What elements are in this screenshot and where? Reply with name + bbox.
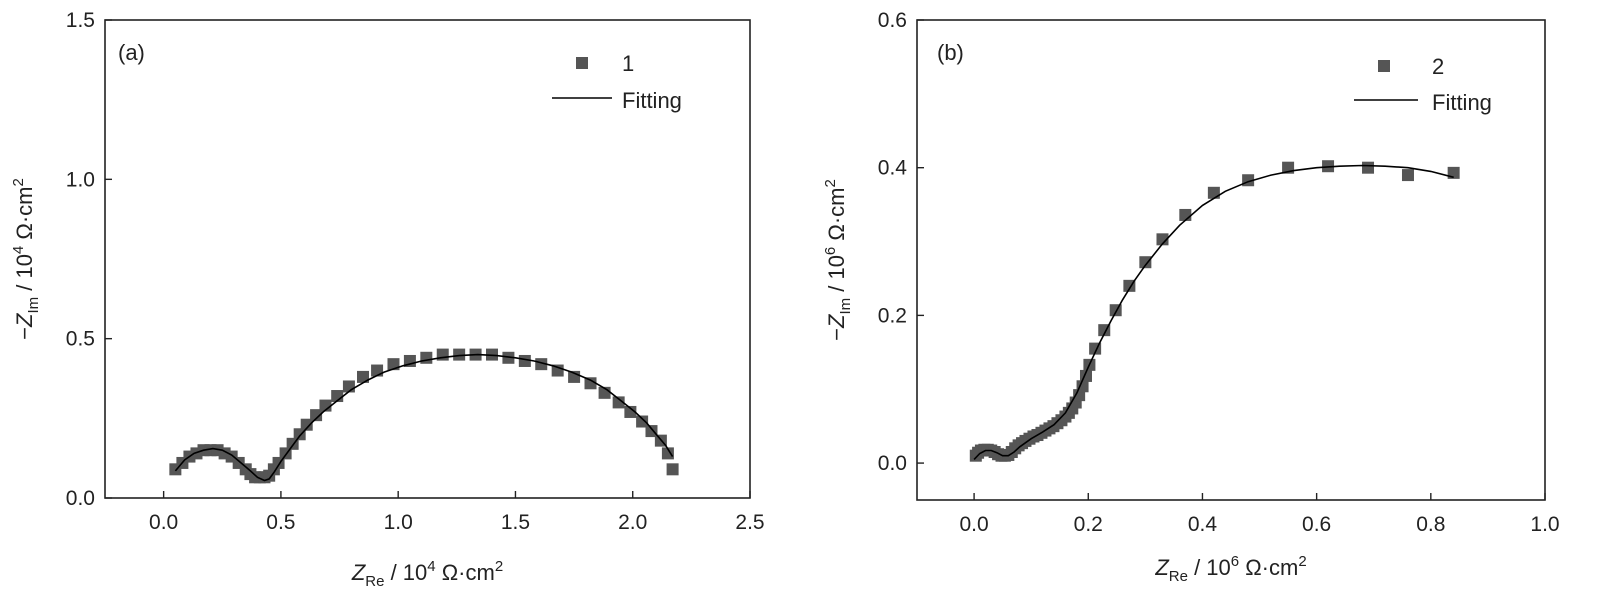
panel-b-x-axis-title-unit-prefix: / 10	[1188, 555, 1231, 580]
panel-a-legend-label-data: 1	[622, 51, 634, 76]
panel-a-x-axis-title-symbol: Z	[351, 560, 367, 585]
panel-a-x-axis-title-unit-exponent: 2	[495, 558, 503, 575]
panel-a-data-point	[420, 351, 433, 364]
panel-a-x-tick-label: 1.5	[501, 511, 530, 534]
panel-b-legend-label-data: 2	[1432, 54, 1444, 79]
panel-b-data-point	[1401, 169, 1414, 182]
panel-a-y-tick-label: 0.0	[66, 487, 95, 510]
panel-a-legend: 1 Fitting	[552, 51, 682, 113]
panel-a-x-tick-label: 0.0	[149, 511, 178, 534]
panel-a-legend-label-fitting: Fitting	[622, 88, 682, 113]
panel-b-x-tick-label: 0.2	[1074, 513, 1103, 536]
panel-a-x-tick-label: 1.0	[384, 511, 413, 534]
panel-a-x-tick-label: 2.5	[735, 511, 764, 534]
panel-b-y-tick-label: 0.6	[878, 9, 907, 32]
panel-a-y-axis-title-unit-exponent: 2	[10, 178, 27, 186]
panel-b-legend: 2 Fitting	[1354, 54, 1492, 115]
panel-a-x-axis-title-unit: Ω·cm	[436, 560, 495, 585]
panel-a-data-point	[453, 348, 466, 361]
panel-b-x-axis-title-symbol: Z	[1154, 555, 1170, 580]
panel-b-y-axis-title-unit-exponent: 2	[822, 179, 839, 187]
panel-a-y-axis-title-prefix: −	[12, 327, 37, 340]
panel-b-x-tick-label: 0.8	[1416, 513, 1445, 536]
panel-a-y-axis-title-subscript: Im	[25, 297, 42, 314]
panel-b-y-axis-title-symbol: Z	[824, 313, 849, 329]
panel-a-data-point	[551, 364, 564, 377]
panel-b-y-tick-label: 0.0	[878, 452, 907, 475]
panel-a-y-axis-title-unit-prefix: / 10	[12, 254, 37, 297]
panel-a-data-point	[661, 447, 674, 460]
panel-b-data-point	[1362, 161, 1375, 174]
panel-a-x-axis-title-exponent: 4	[427, 558, 435, 575]
panel-b-x-axis-title-subscript: Re	[1169, 568, 1188, 585]
panel-a-x-axis-title-subscript: Re	[365, 573, 384, 590]
panel-b-fitting-line	[973, 164, 1454, 460]
panel-b-y-axis-title-unit-prefix: / 10	[824, 255, 849, 298]
panel-b-x-axis-title-exponent: 6	[1231, 553, 1239, 570]
panel-a-y-tick-label: 0.5	[66, 328, 95, 351]
panel-b-data-point	[1139, 256, 1152, 269]
panel-a-chart: 0.0 0.5 1.0 1.5 2.0 2.5 0.0 0.5 1.0 1.5 (a) 1 Fittin…	[10, 9, 765, 590]
panel-b-x-tick-label: 1.0	[1530, 513, 1559, 536]
panel-b-y-tick-label: 0.2	[878, 304, 907, 327]
panel-b-y-tick-label: 0.4	[878, 157, 908, 180]
panel-a-data-point	[310, 409, 323, 422]
panel-a-x-axis-title: ZRe / 104 Ω·cm2	[351, 558, 503, 590]
panel-a-y-axis-title: −ZIm / 104 Ω·cm2	[10, 178, 42, 340]
panel-b-x-axis-title: ZRe / 106 Ω·cm2	[1154, 553, 1306, 585]
panel-b-x-axis-title-unit-exponent: 2	[1298, 553, 1306, 570]
panel-a-legend-marker	[576, 57, 588, 69]
panel-a-data-point	[293, 428, 306, 441]
panel-a-data-point	[535, 358, 548, 371]
panel-b-plot-frame	[916, 19, 1546, 501]
panel-b-data-point	[1076, 380, 1089, 393]
panel-a-data-point	[636, 415, 649, 428]
panel-b-legend-label-fitting: Fitting	[1432, 90, 1492, 115]
panel-a-data-point	[502, 351, 515, 364]
panel-a-x-tick-label: 0.5	[266, 511, 295, 534]
panel-b-y-axis-title-unit: Ω·cm	[824, 187, 849, 246]
panel-b-y-axis-title-exponent: 6	[822, 247, 839, 255]
panel-a-data-point	[666, 463, 679, 476]
panel-a-data-point	[584, 377, 597, 390]
panel-b-y-axis-title-prefix: −	[824, 328, 849, 341]
panel-b-x-axis-title-unit: Ω·cm	[1239, 555, 1298, 580]
panel-a-fitting-line	[174, 353, 674, 482]
panel-a-panel-label: (a)	[118, 40, 145, 65]
panel-b-chart: 0.0 0.2 0.4 0.6 0.8 1.0 0.0 0.2 0.4 0.6 (b) 2 Fittin…	[822, 9, 1560, 585]
panel-b-legend-marker	[1378, 60, 1390, 72]
panel-b-y-axis-title-subscript: Im	[837, 298, 854, 315]
panel-a-y-axis-title-exponent: 4	[10, 246, 27, 254]
panel-a-data-point	[300, 418, 313, 431]
panel-a-data-point	[518, 354, 531, 367]
panel-b-data-point	[1179, 208, 1192, 221]
panel-a-data-point	[645, 425, 658, 438]
panel-b-panel-label: (b)	[937, 40, 964, 65]
panel-b-x-tick-label: 0.4	[1188, 513, 1218, 536]
panel-a-data-point	[357, 370, 369, 383]
panel-a-data-point	[624, 405, 637, 418]
panel-b-x-tick-label: 0.0	[959, 513, 988, 536]
panel-a-data-point	[612, 396, 625, 409]
panel-a-x-tick-label: 2.0	[618, 511, 647, 534]
panel-b-x-tick-label: 0.6	[1302, 513, 1331, 536]
panel-b-data-point	[1156, 233, 1169, 246]
panel-b-data-point	[1207, 186, 1220, 199]
panel-a-y-axis-title-symbol: Z	[12, 312, 37, 328]
panel-a-plot-frame	[104, 19, 751, 499]
panel-b-y-axis-title: −ZIm / 106 Ω·cm2	[822, 179, 854, 341]
panel-a-x-axis-title-unit-prefix: / 10	[384, 560, 427, 585]
panel-a-y-tick-label: 1.5	[66, 9, 95, 32]
panel-a-y-tick-label: 1.0	[66, 168, 95, 191]
panel-a-y-axis-title-unit: Ω·cm	[12, 186, 37, 245]
